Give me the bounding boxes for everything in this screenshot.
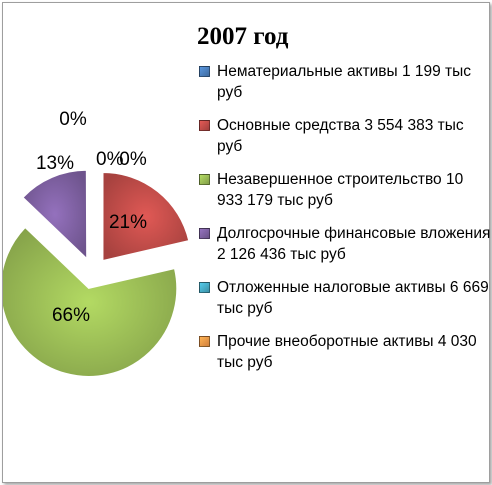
data-label: 21% [109, 212, 147, 233]
legend-item: Незавершенное строительство 10 933 179 т… [199, 169, 491, 211]
legend-label: Незавершенное строительство 10 933 179 т… [217, 171, 464, 209]
legend-swatch [199, 228, 210, 239]
legend: Нематериальные активы 1 199 тыс руб Основ… [199, 61, 491, 385]
legend-item: Долгосрочные финансовые вложения 2 126 4… [199, 223, 491, 265]
legend-item: Отложенные налоговые активы 6 669 тыс ру… [199, 277, 491, 319]
legend-swatch [199, 336, 210, 347]
legend-swatch [199, 120, 210, 131]
pie-slice [22, 169, 88, 260]
legend-swatch [199, 66, 210, 77]
chart-title: 2007 год [197, 23, 289, 50]
pie-slice [102, 171, 190, 262]
data-label: 0% [119, 149, 147, 170]
legend-item: Основные средства 3 554 383 тыс руб [199, 115, 491, 157]
data-label: 0% [96, 149, 124, 170]
data-label: 0% [59, 109, 87, 130]
legend-label: Отложенные налоговые активы 6 669 тыс ру… [217, 279, 489, 317]
legend-swatch [199, 174, 210, 185]
legend-item: Нематериальные активы 1 199 тыс руб [199, 61, 491, 103]
legend-label: Долгосрочные финансовые вложения 2 126 4… [217, 225, 491, 263]
legend-label: Прочие внеоборотные активы 4 030 тыс руб [217, 333, 477, 371]
legend-label: Нематериальные активы 1 199 тыс руб [217, 63, 472, 101]
pie-slice [3, 226, 178, 377]
legend-label: Основные средства 3 554 383 тыс руб [217, 117, 464, 155]
pie-chart: 0%21%66%13%0%0% [3, 109, 190, 377]
legend-item: Прочие внеоборотные активы 4 030 тыс руб [199, 331, 491, 373]
data-label: 13% [36, 153, 74, 174]
legend-swatch [199, 282, 210, 293]
data-label: 66% [52, 305, 90, 326]
